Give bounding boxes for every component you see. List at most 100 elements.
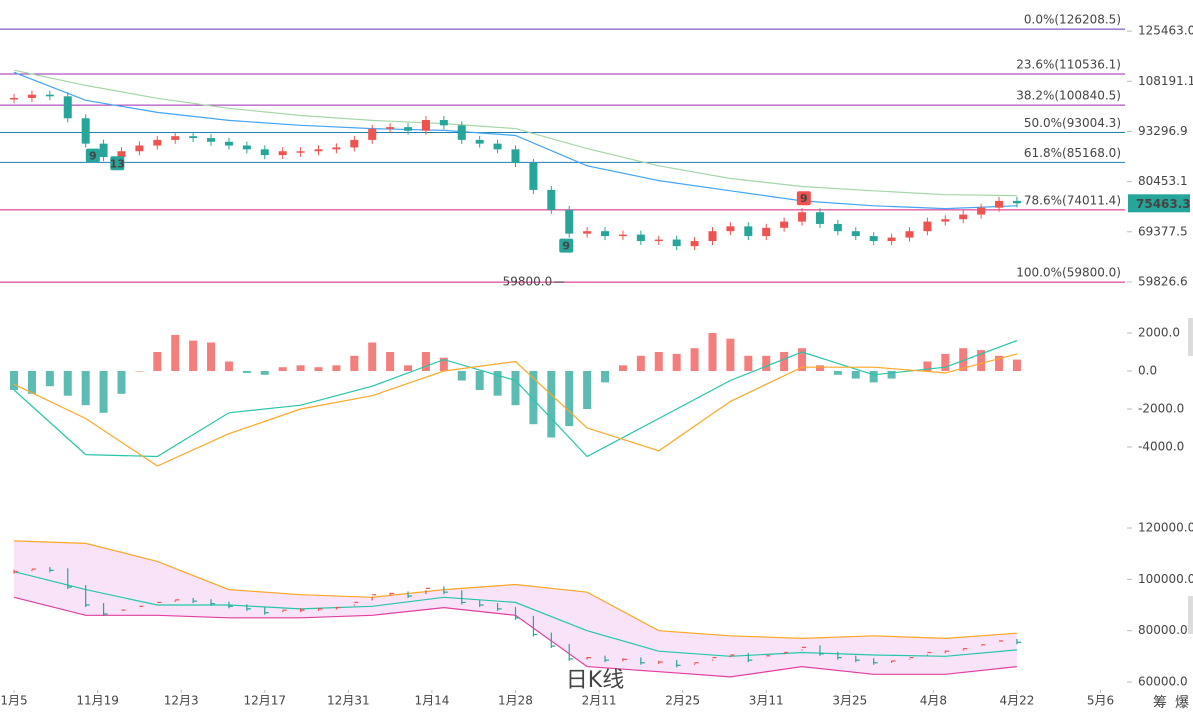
macd-bar (995, 355, 1004, 371)
macd-bar (780, 352, 789, 371)
bollinger-band (13, 571, 1017, 657)
macd-bar (672, 353, 681, 371)
y-tick-label: 93296.9 (1138, 124, 1188, 138)
macd-bar (726, 338, 735, 371)
macd-bar (923, 361, 932, 371)
candle (851, 231, 860, 237)
candle (242, 145, 251, 150)
candle (207, 138, 216, 142)
macd-line (13, 353, 1018, 467)
candle (386, 127, 395, 129)
fib-label: 23.6%(110536.1) (1016, 58, 1121, 72)
macd-bar (27, 371, 36, 394)
tab[interactable]: 筹 (1153, 694, 1167, 711)
macd-bar (547, 371, 556, 438)
macd-bar (511, 371, 520, 406)
candle (1012, 200, 1021, 204)
x-tick-label: 4月8 (920, 694, 947, 708)
candle (708, 231, 717, 242)
fib-label: 0.0%(126208.5) (1024, 13, 1121, 27)
candle (726, 226, 735, 232)
candle (439, 120, 448, 126)
candle (762, 227, 771, 237)
macd-bar (762, 355, 771, 371)
candle (135, 145, 144, 152)
x-tick-label: 12月31 (327, 694, 370, 708)
candle (995, 200, 1004, 208)
x-tick-label: 2月11 (582, 694, 617, 708)
macd-bar (242, 371, 251, 373)
macd-bar (171, 334, 180, 371)
candle (869, 236, 878, 242)
candle (117, 151, 126, 158)
td-count: 9 (89, 150, 97, 163)
macd-bar (189, 340, 198, 371)
candle (10, 97, 19, 100)
y-tick-label: 69377.5 (1138, 224, 1188, 238)
candle (296, 151, 305, 153)
candle (690, 241, 699, 247)
fib-label: 61.8%(85168.0) (1024, 146, 1121, 160)
macd-bar (350, 355, 359, 371)
candle (350, 139, 359, 148)
moving-average (13, 69, 1017, 197)
macd-bar (332, 365, 341, 371)
macd-bar (368, 342, 377, 371)
candle (672, 239, 681, 247)
candle (565, 209, 574, 234)
candle (421, 120, 430, 131)
macd-bar (959, 348, 968, 371)
macd-bar (475, 371, 484, 390)
candle (798, 212, 807, 222)
macd-bar (45, 371, 54, 387)
macd-bar (744, 355, 753, 371)
x-tick-label: 4月22 (999, 694, 1034, 708)
candle (278, 151, 287, 156)
macd-bar (815, 365, 824, 371)
macd-bar (833, 371, 842, 375)
scrollbar (1188, 596, 1193, 634)
candle (511, 149, 520, 163)
y-tick-label: -2000.0 (1138, 402, 1184, 416)
macd-bar (887, 371, 896, 379)
fib-label: 78.6%(74011.4) (1024, 193, 1121, 207)
candle (529, 162, 538, 190)
macd-bar (99, 371, 108, 413)
y-tick-label: 108191.1 (1138, 74, 1193, 88)
y-tick-label: 59826.6 (1138, 274, 1188, 288)
macd-bar (601, 371, 610, 383)
candle (959, 214, 968, 220)
last-price-label: 75463.3 (1136, 197, 1191, 211)
macd-bar (654, 352, 663, 371)
y-tick-label: 100000.0 (1138, 572, 1193, 586)
y-tick-label: 2000.0 (1138, 326, 1180, 340)
td-marker (796, 191, 811, 206)
watermark: 日K线 (566, 668, 624, 693)
candle (314, 149, 323, 152)
candle (260, 149, 269, 156)
tab[interactable]: 爆 (1175, 695, 1189, 711)
td-marker (85, 148, 100, 163)
x-tick-label: 12月17 (243, 694, 286, 708)
macd-bar (941, 353, 950, 371)
candle (404, 127, 413, 131)
candle (368, 128, 377, 140)
candle (547, 189, 556, 210)
macd-bar (529, 371, 538, 425)
macd-bar (851, 371, 860, 379)
candle (977, 207, 986, 215)
y-tick-label: 0.0 (1138, 364, 1157, 378)
td-marker (559, 238, 574, 253)
scrollbar (1188, 318, 1193, 356)
y-tick-label: 60000.0 (1138, 674, 1188, 688)
last-price-tag (1128, 194, 1190, 213)
x-tick-label: 11月19 (76, 694, 119, 708)
candle (744, 226, 753, 237)
x-tick-label: 12月3 (164, 694, 199, 708)
x-tick-label: 1月14 (414, 694, 449, 708)
macd-bar (224, 361, 233, 371)
candle (923, 221, 932, 232)
candle (654, 239, 663, 242)
macd-bar (439, 357, 448, 371)
